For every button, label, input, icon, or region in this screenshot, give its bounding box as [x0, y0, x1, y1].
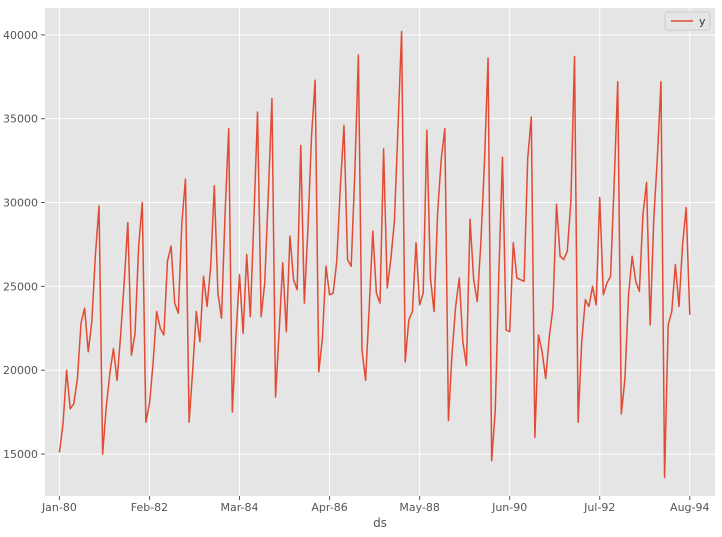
y-tick-label: 25000	[3, 280, 38, 293]
x-tick-label: Jan-80	[41, 501, 77, 514]
x-axis: Jan-80 Feb-82 Mar-84 Apr-86 May-88 Jun-90 Jul-…	[41, 496, 710, 514]
y-tick-label: 35000	[3, 113, 38, 126]
x-tick-label: Mar-84	[221, 501, 259, 514]
x-tick-label: Jun-90	[491, 501, 527, 514]
x-tick-label: Aug-94	[670, 501, 709, 514]
x-tick-label: Apr-86	[311, 501, 347, 514]
y-tick-label: 40000	[3, 29, 38, 42]
legend-label: y	[699, 15, 706, 28]
x-tick-label: Feb-82	[131, 501, 168, 514]
y-tick-label: 20000	[3, 364, 38, 377]
x-tick-label: May-88	[399, 501, 440, 514]
plot-area	[45, 8, 715, 496]
y-tick-label: 30000	[3, 197, 38, 210]
x-tick-label: Jul-92	[583, 501, 615, 514]
series-layer	[58, 30, 691, 479]
legend: y	[664, 11, 711, 31]
series-line-y	[58, 30, 691, 479]
x-axis-title: ds	[373, 516, 387, 530]
y-axis: 15000 20000 25000 30000 35000 40000	[3, 29, 45, 461]
x-gridlines	[58, 8, 691, 496]
y-tick-label: 15000	[3, 448, 38, 461]
